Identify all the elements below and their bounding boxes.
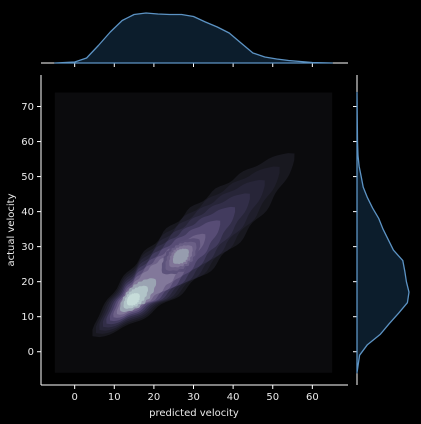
kde-secondary-mode-level-4 (172, 248, 189, 265)
y-marginal-density-curve (356, 91, 410, 374)
y-axis-ticks: 0 10 20 30 40 50 60 70 (21, 102, 41, 358)
y-tick-label-30: 30 (21, 242, 34, 253)
x-tick-label-50: 50 (266, 392, 279, 403)
x-tick-label-10: 10 (108, 392, 121, 403)
kde-contour-level-11 (126, 293, 140, 306)
joint-kde-plot (54, 92, 333, 373)
y-tick-label-50: 50 (21, 172, 34, 183)
x-marginal-density-curve (54, 12, 333, 64)
y-tick-label-0: 0 (28, 347, 34, 358)
y-tick-label-10: 10 (21, 312, 34, 323)
x-tick-label-60: 60 (306, 392, 319, 403)
y-tick-label-40: 40 (21, 207, 34, 218)
x-tick-label-40: 40 (227, 392, 240, 403)
y-tick-label-70: 70 (21, 102, 34, 113)
x-tick-label-20: 20 (148, 392, 161, 403)
x-axis-ticks: 0 10 20 30 40 50 60 (71, 385, 319, 403)
axes: 0 10 20 30 40 50 60 0 10 20 30 40 50 60 70 (21, 75, 348, 403)
x-marginal-density-plot (41, 12, 348, 67)
y-tick-label-60: 60 (21, 137, 34, 148)
y-tick-label-20: 20 (21, 277, 34, 288)
x-tick-label-30: 30 (187, 392, 200, 403)
kde-contour-levels (92, 153, 295, 338)
y-marginal-density-plot (353, 75, 410, 385)
x-tick-label-0: 0 (71, 392, 77, 403)
y-axis-label: actual velocity (6, 193, 17, 266)
x-axis-label: predicted velocity (149, 408, 239, 419)
